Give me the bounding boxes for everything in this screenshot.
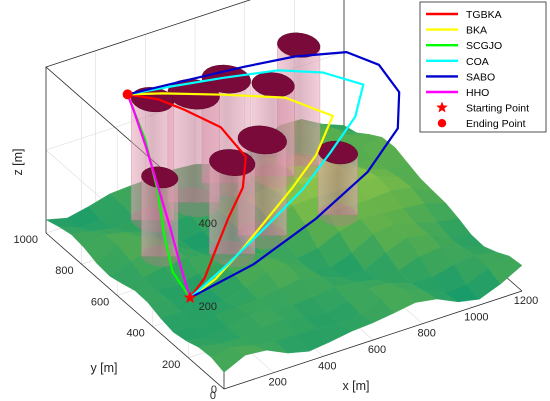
y-axis-label: y [m] <box>90 361 117 375</box>
obstacle-cylinder-top <box>317 140 358 165</box>
y-axis-line <box>45 232 225 390</box>
y-tick-label: 600 <box>91 296 109 308</box>
legend-swatch-end <box>437 119 447 128</box>
x-tick-label: 400 <box>318 360 336 372</box>
legend: TGBKA BKA SCGJO COA SABO HHO Starting Point End… <box>419 1 547 133</box>
legend-label-coa: COA <box>466 56 489 68</box>
x-tick-label: 1000 <box>464 311 488 323</box>
obstacle-cylinder-base <box>167 187 220 218</box>
x-tick-label: 1200 <box>514 295 538 307</box>
z-tick-label: 200 <box>199 301 217 313</box>
terrain-patch <box>487 255 523 285</box>
path-scgjo <box>126 94 192 299</box>
path-coa <box>127 69 365 299</box>
paths <box>126 50 401 299</box>
z-tick-label: 0 <box>211 384 217 396</box>
legend-label-sabo: SABO <box>466 71 495 83</box>
z-axis-label: z [m] <box>11 148 25 175</box>
path-hho <box>126 94 192 299</box>
start-point-marker <box>183 291 197 304</box>
markers <box>122 89 197 304</box>
tick-labels: 200 400 600 800 1000 1200 0 200 400 600 800 1000 0 20… <box>14 218 539 401</box>
path-tgbka <box>127 93 247 299</box>
x-tick-label: 600 <box>368 344 386 356</box>
x-tick-label: 800 <box>417 328 435 340</box>
path-sabo <box>127 50 401 299</box>
y-tick-label: 0 <box>210 390 216 401</box>
y-tick-label: 400 <box>126 328 144 340</box>
x-axis-line <box>223 290 523 390</box>
end-point-marker <box>122 89 133 100</box>
obstacle-cylinder-top <box>277 32 321 58</box>
x-axis-label: x [m] <box>342 379 369 393</box>
legend-label-bka: BKA <box>466 25 487 37</box>
legend-label-tgbka: TGBKA <box>466 9 502 21</box>
y-tick-label: 200 <box>162 359 180 371</box>
y-tick-label: 1000 <box>14 234 38 246</box>
z-tick-label: 400 <box>199 218 217 230</box>
legend-label-hho: HHO <box>466 87 489 99</box>
legend-swatch-start <box>436 101 448 113</box>
legend-label-start: Starting Point <box>466 103 529 115</box>
y-tick-label: 800 <box>55 265 73 277</box>
legend-label-end: Ending Point <box>466 118 526 130</box>
legend-label-scgjo: SCGJO <box>466 40 502 52</box>
x-tick-label: 200 <box>268 377 286 389</box>
obstacle-cylinder-top <box>141 166 179 189</box>
obstacle-cylinder-top <box>237 125 287 155</box>
